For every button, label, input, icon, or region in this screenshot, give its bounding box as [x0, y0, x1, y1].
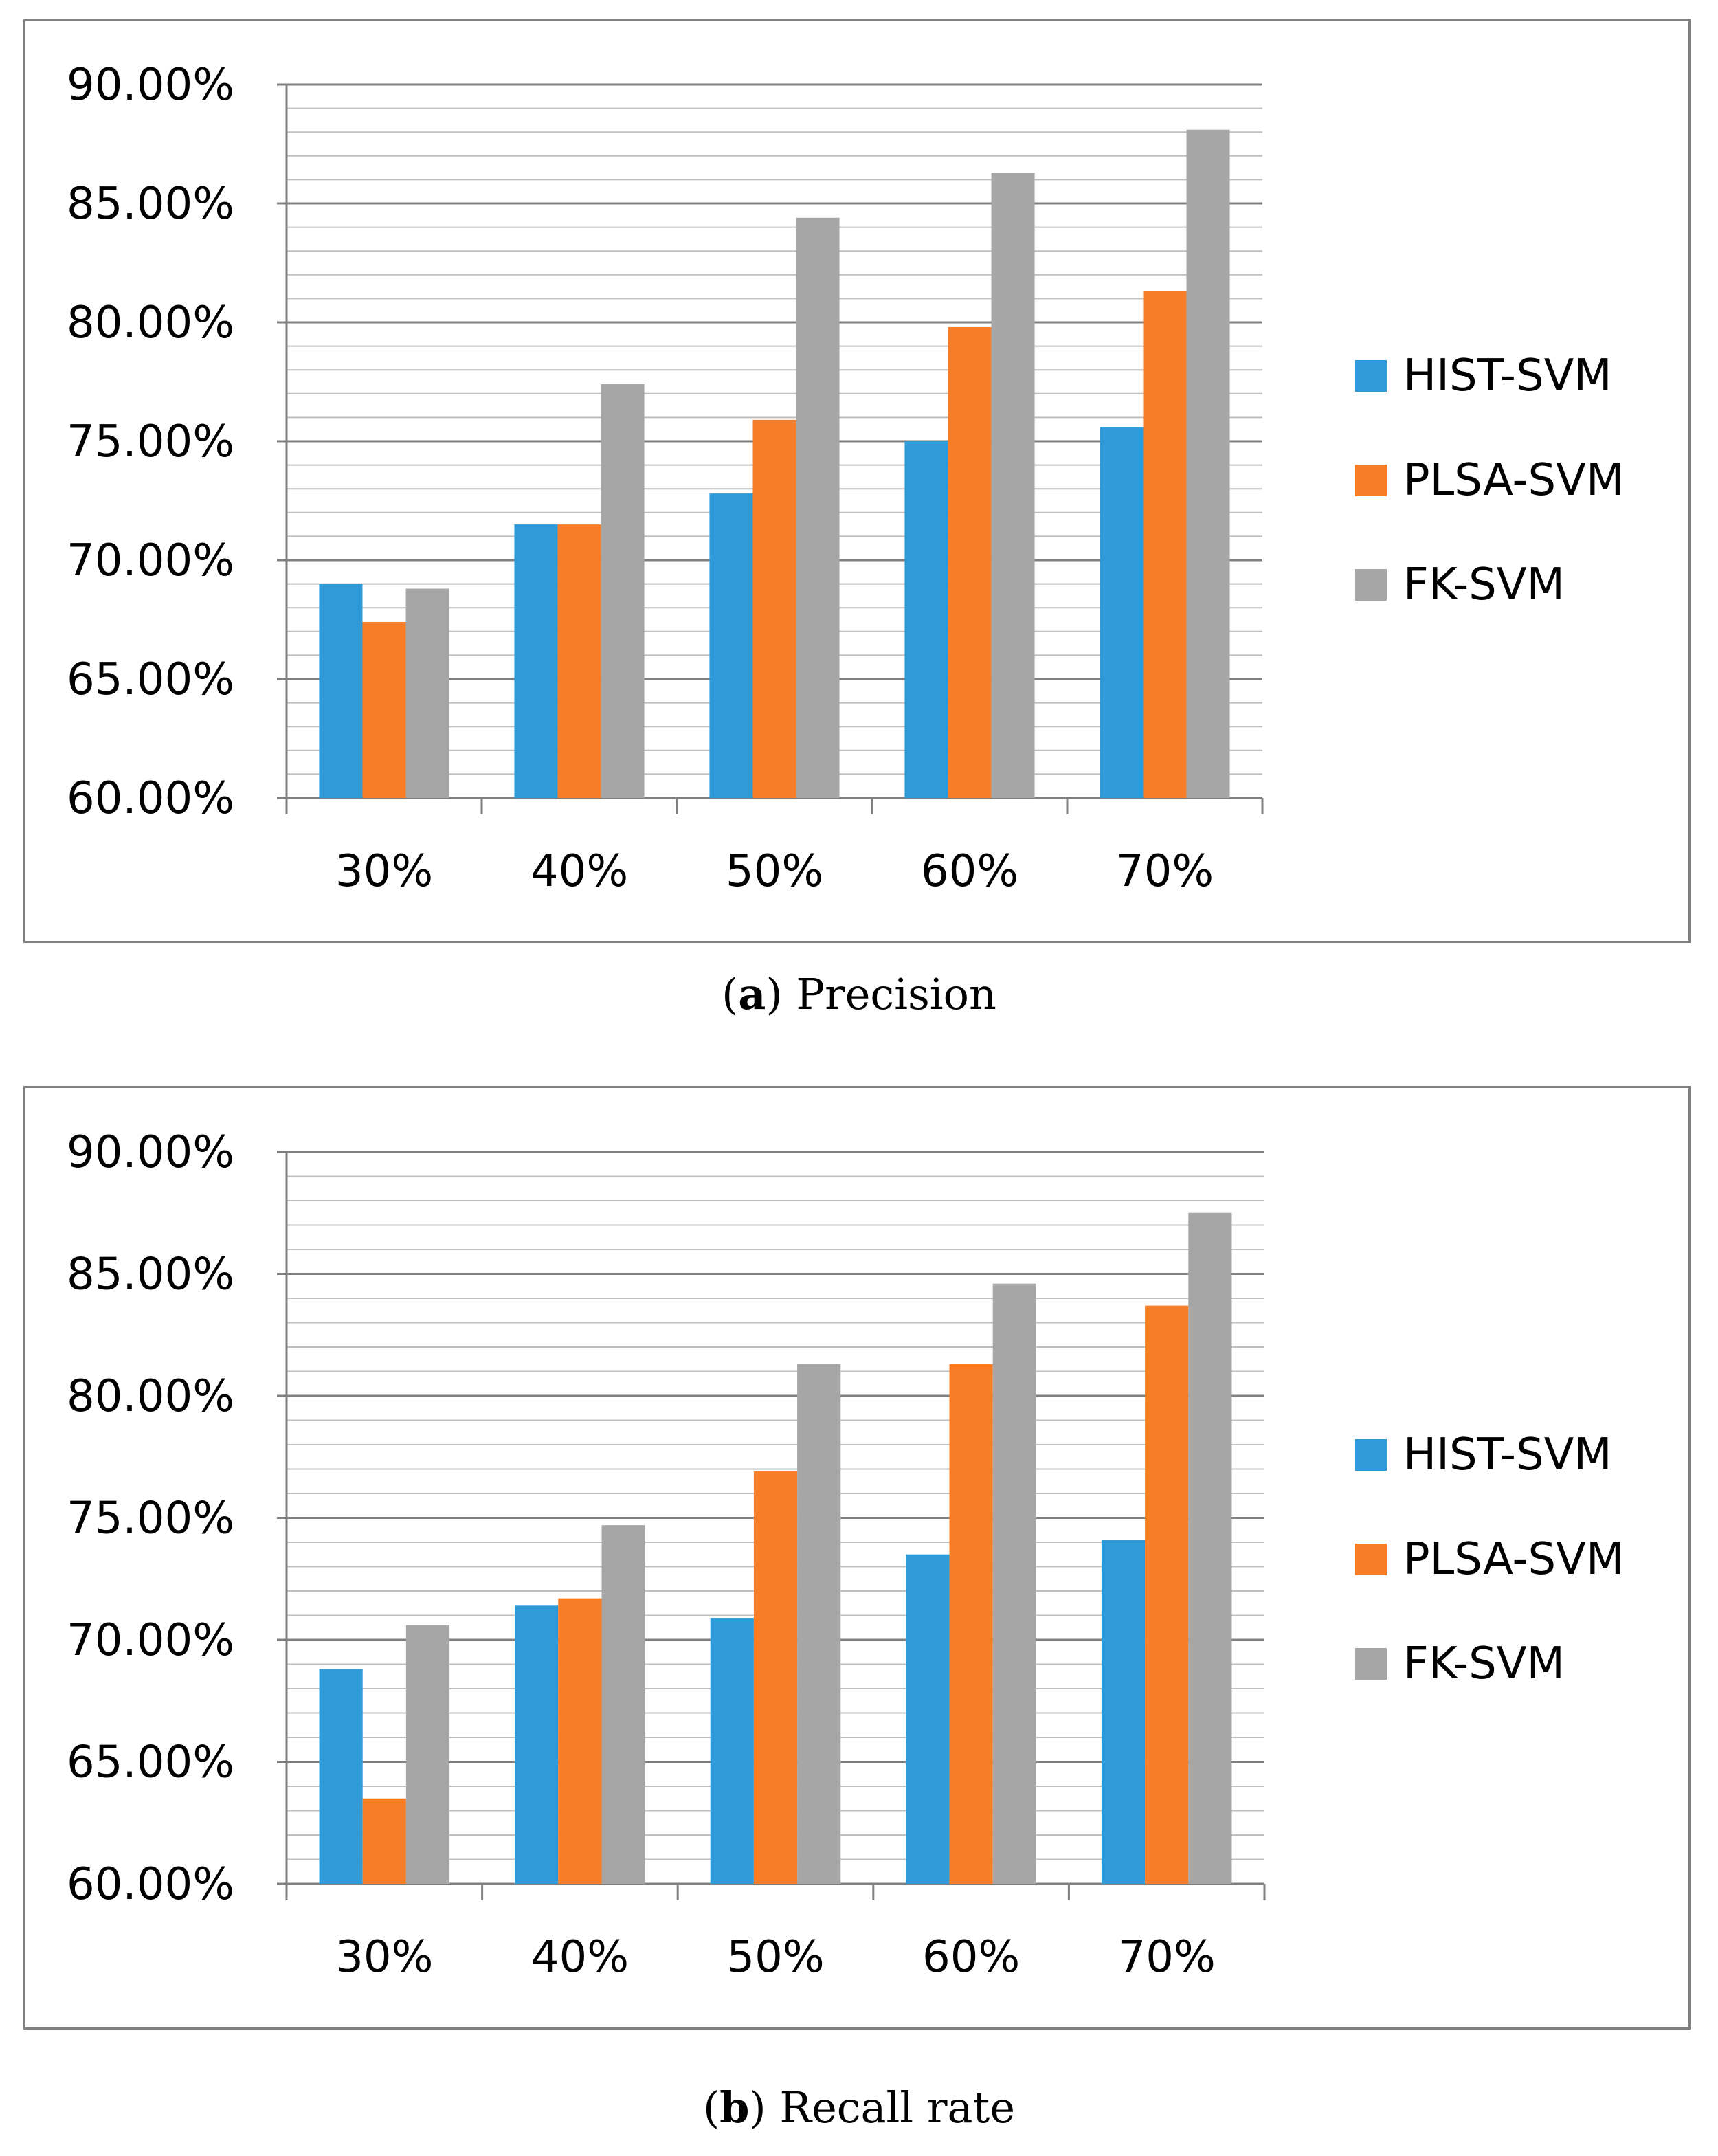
legend-label-hist-svm: HIST-SVM [1403, 351, 1612, 401]
x-category-label: 60% [922, 1932, 1020, 1983]
legend-swatch-hist-svm [1355, 1439, 1387, 1471]
legend-label-plsa-svm: PLSA-SVM [1403, 1534, 1624, 1585]
bar-hist-svm-40pct [515, 1605, 559, 1884]
bar-plsa-svm-60pct [948, 326, 992, 798]
y-tick-label: 85.00% [67, 1249, 234, 1300]
y-tick-label: 80.00% [67, 1371, 234, 1422]
caption-recall: (b) Recall rate [702, 2082, 1016, 2133]
y-tick-label: 75.00% [67, 416, 234, 467]
caption-letter: b [719, 2082, 750, 2133]
y-tick-label: 60.00% [67, 773, 234, 824]
legend-swatch-plsa-svm [1355, 1544, 1387, 1575]
legend-label-plsa-svm: PLSA-SVM [1403, 455, 1624, 506]
x-category-label: 40% [531, 846, 628, 897]
x-category-label: 30% [335, 1932, 433, 1983]
x-category-label: 30% [335, 846, 433, 897]
bar-hist-svm-60pct [906, 1554, 950, 1884]
bar-hist-svm-70pct [1100, 427, 1144, 798]
bar-plsa-svm-70pct [1143, 291, 1187, 798]
legend-label-fk-svm: FK-SVM [1403, 559, 1565, 610]
x-category-label: 60% [921, 846, 1018, 897]
bar-fk-svm-40pct [601, 384, 645, 798]
y-tick-label: 65.00% [67, 1737, 234, 1788]
y-tick-label: 85.00% [67, 179, 234, 230]
bar-fk-svm-60pct [991, 173, 1035, 798]
y-tick-label: 70.00% [67, 535, 234, 586]
x-category-label: 40% [531, 1932, 629, 1983]
bar-hist-svm-30pct [319, 1669, 363, 1884]
y-tick-label: 70.00% [67, 1615, 234, 1666]
precision-bar-chart: 60.00% 65.00% 70.00% 75.00% 80.00% 85.00% 90.0… [67, 60, 1624, 897]
legend-swatch-fk-svm [1355, 569, 1387, 601]
bar-hist-svm-70pct [1101, 1540, 1146, 1884]
x-category-label: 50% [726, 846, 823, 897]
bar-fk-svm-40pct [601, 1525, 645, 1884]
x-category-label: 50% [726, 1932, 824, 1983]
legend-swatch-fk-svm [1355, 1648, 1387, 1680]
bar-fk-svm-50pct [796, 217, 840, 798]
y-tick-label: 90.00% [67, 60, 234, 111]
bar-hist-svm-30pct [319, 584, 363, 798]
bar-hist-svm-60pct [904, 441, 948, 798]
bar-plsa-svm-50pct [752, 419, 796, 798]
bar-plsa-svm-60pct [949, 1364, 993, 1884]
chart-panel-recall: 60.00% 65.00% 70.00% 75.00% 80.00% 85.00% 90.0… [23, 1086, 1691, 2030]
x-category-label: 70% [1116, 846, 1214, 897]
y-tick-label: 60.00% [67, 1859, 234, 1910]
caption-precision: (a) Precision [722, 969, 996, 1019]
y-tick-label: 65.00% [67, 654, 234, 705]
y-tick-label: 80.00% [67, 298, 234, 348]
y-tick-label: 90.00% [67, 1127, 234, 1178]
bar-fk-svm-30pct [405, 588, 449, 798]
bar-plsa-svm-30pct [362, 621, 406, 798]
caption-letter: a [738, 969, 766, 1019]
legend-label-fk-svm: FK-SVM [1403, 1638, 1565, 1689]
bar-hist-svm-50pct [709, 493, 753, 798]
bar-fk-svm-50pct [797, 1364, 841, 1884]
bar-fk-svm-70pct [1188, 1212, 1232, 1884]
bar-hist-svm-50pct [710, 1618, 754, 1884]
bar-plsa-svm-30pct [362, 1798, 406, 1884]
y-tick-label: 75.00% [67, 1493, 234, 1544]
legend-swatch-hist-svm [1355, 360, 1387, 392]
bar-plsa-svm-40pct [558, 1598, 602, 1884]
legend-label-hist-svm: HIST-SVM [1403, 1430, 1612, 1480]
caption-title: Precision [796, 969, 996, 1019]
bar-plsa-svm-50pct [753, 1471, 798, 1884]
bar-fk-svm-70pct [1186, 129, 1230, 799]
x-category-label: 70% [1118, 1932, 1216, 1983]
bar-hist-svm-40pct [514, 524, 558, 798]
recall-bar-chart: 60.00% 65.00% 70.00% 75.00% 80.00% 85.00% 90.0… [67, 1127, 1624, 1983]
bar-plsa-svm-40pct [557, 524, 601, 798]
bar-plsa-svm-70pct [1145, 1305, 1189, 1884]
caption-title: Recall rate [779, 2082, 1016, 2133]
bar-fk-svm-30pct [405, 1625, 450, 1884]
legend-swatch-plsa-svm [1355, 465, 1387, 496]
chart-panel-precision: 60.00% 65.00% 70.00% 75.00% 80.00% 85.00% 90.0… [23, 19, 1691, 943]
bar-fk-svm-60pct [992, 1283, 1036, 1884]
